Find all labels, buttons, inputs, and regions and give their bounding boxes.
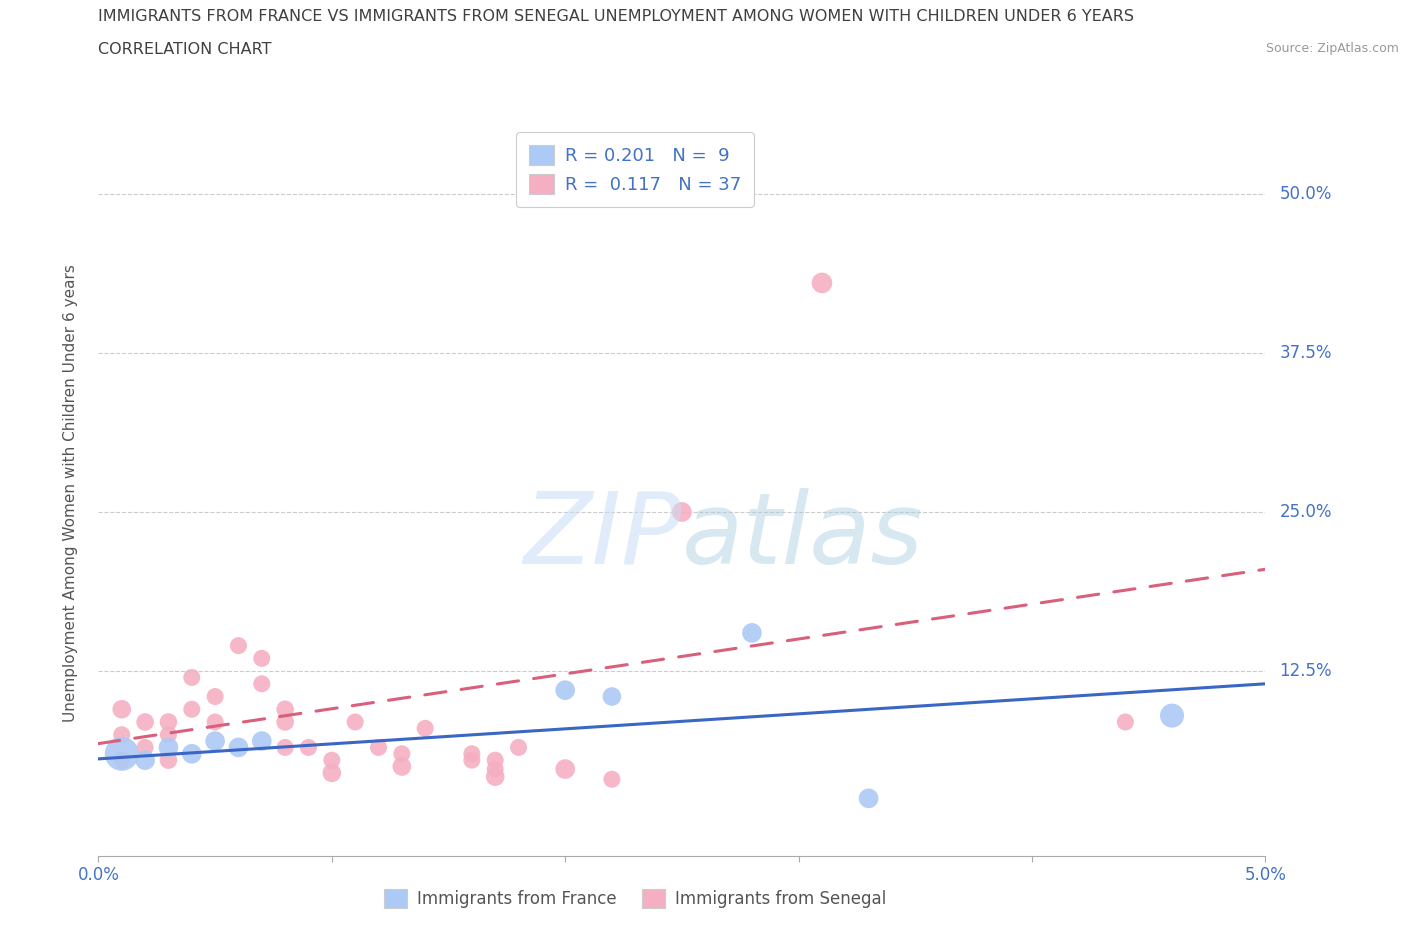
Legend: Immigrants from France, Immigrants from Senegal: Immigrants from France, Immigrants from … [373, 877, 898, 920]
Text: 12.5%: 12.5% [1279, 662, 1331, 680]
Point [134, 752, 156, 767]
Point [250, 651, 273, 666]
Point [741, 626, 763, 641]
Point [274, 714, 297, 729]
Point [858, 790, 880, 805]
Point [180, 747, 202, 762]
Point [811, 275, 834, 290]
Text: CORRELATION CHART: CORRELATION CHART [98, 42, 271, 57]
Point [228, 638, 250, 653]
Point [484, 762, 506, 777]
Point [554, 683, 576, 698]
Point [111, 702, 134, 717]
Point [157, 714, 180, 729]
Point [228, 740, 250, 755]
Point [297, 740, 319, 755]
Text: Source: ZipAtlas.com: Source: ZipAtlas.com [1265, 42, 1399, 55]
Text: 25.0%: 25.0% [1279, 503, 1331, 521]
Point [344, 714, 367, 729]
Point [484, 752, 506, 767]
Point [180, 702, 202, 717]
Point [391, 759, 413, 774]
Point [508, 740, 530, 755]
Text: 50.0%: 50.0% [1279, 185, 1331, 203]
Point [157, 752, 180, 767]
Point [461, 747, 484, 762]
Point [1114, 714, 1136, 729]
Point [274, 740, 297, 755]
Text: 37.5%: 37.5% [1279, 344, 1331, 362]
Point [600, 689, 623, 704]
Point [671, 505, 693, 520]
Y-axis label: Unemployment Among Women with Children Under 6 years: Unemployment Among Women with Children U… [63, 264, 77, 722]
Text: IMMIGRANTS FROM FRANCE VS IMMIGRANTS FROM SENEGAL UNEMPLOYMENT AMONG WOMEN WITH : IMMIGRANTS FROM FRANCE VS IMMIGRANTS FRO… [98, 9, 1135, 24]
Point [111, 747, 134, 762]
Point [134, 740, 156, 755]
Point [111, 752, 134, 767]
Text: ZIP: ZIP [523, 488, 682, 585]
Point [321, 765, 343, 780]
Point [250, 734, 273, 749]
Point [134, 714, 156, 729]
Point [321, 752, 343, 767]
Point [413, 721, 436, 736]
Text: atlas: atlas [682, 488, 924, 585]
Point [157, 727, 180, 742]
Point [367, 740, 389, 755]
Point [204, 734, 226, 749]
Point [554, 762, 576, 777]
Point [204, 714, 226, 729]
Point [157, 740, 180, 755]
Point [484, 769, 506, 784]
Point [274, 702, 297, 717]
Point [391, 747, 413, 762]
Point [180, 670, 202, 684]
Point [204, 689, 226, 704]
Point [1161, 708, 1184, 723]
Point [600, 772, 623, 787]
Point [111, 727, 134, 742]
Point [461, 752, 484, 767]
Point [250, 676, 273, 691]
